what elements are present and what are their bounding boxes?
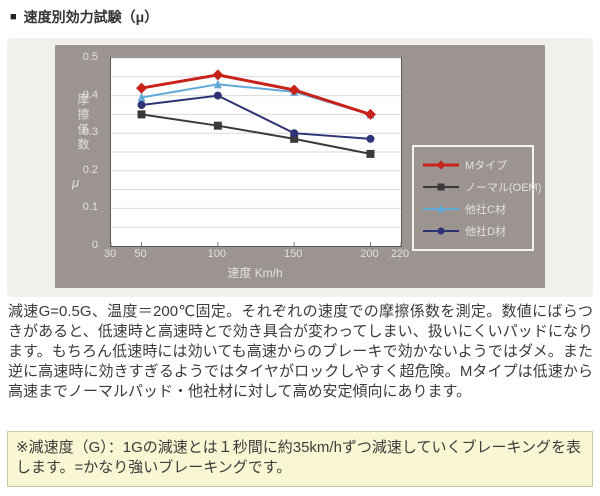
y-axis-unit: μ — [72, 175, 80, 190]
legend-item: Mタイプ — [423, 154, 523, 176]
x-axis-title: 速度 Km/h — [227, 266, 283, 280]
footnote-box: ※減速度（G）：1Gの減速とは１秒間に約35km/hずつ減速していくブレーキング… — [7, 431, 593, 487]
chart-legend: Mタイプノーマル(OEM) 他社C材他社D材 — [412, 145, 541, 251]
x-tick-label: 220 — [390, 248, 410, 260]
legend-item: 他社C材 — [423, 198, 523, 220]
x-tick-label: 30 — [103, 248, 117, 260]
y-tick-label: 0.1 — [82, 201, 98, 214]
x-axis-tick-labels: 30 50 100 150 200 220 — [104, 248, 409, 262]
description-text: 減速G=0.5G、温度＝200℃固定。それぞれの速度での摩擦係数を測定。数値にば… — [8, 303, 593, 400]
x-tick-label: 200 — [360, 248, 379, 260]
page-title-text: 速度別効力試験（μ） — [23, 9, 159, 25]
chart-section: 摩擦係数 μ 0 0.1 0.2 0.3 0.4 0.5 30 50 100 150 200 220… — [7, 38, 593, 297]
line-chart — [110, 57, 402, 246]
x-tick-label: 150 — [283, 248, 303, 260]
legend-label: Mタイプ — [465, 160, 508, 172]
x-tick-label: 100 — [207, 248, 227, 260]
y-tick-label: 0.2 — [82, 163, 98, 176]
legend-swatch-triangle-icon — [423, 204, 459, 213]
y-axis-tick-labels: 0 0.1 0.2 0.3 0.4 0.5 — [55, 51, 105, 251]
legend-label: 他社D材 — [465, 226, 506, 238]
chart-panel: 摩擦係数 μ 0 0.1 0.2 0.3 0.4 0.5 30 50 100 150 200 220… — [55, 45, 545, 288]
square-bullet-icon: ■ — [10, 11, 17, 23]
page-title: ■ 速度別効力試験（μ） — [10, 7, 158, 27]
legend-item: ノーマル(OEM) — [423, 176, 541, 198]
legend-swatch-square-icon — [423, 183, 459, 191]
legend-item: 他社D材 — [423, 220, 523, 242]
y-tick-label: 0.3 — [82, 126, 98, 139]
plot-area — [110, 57, 402, 247]
y-tick-label: 0.4 — [82, 88, 98, 101]
y-tick-label: 0.5 — [82, 51, 98, 63]
legend-label: 他社C材 — [465, 204, 506, 216]
legend-label: ノーマル(OEM) — [465, 182, 542, 194]
y-tick-label: 0 — [91, 239, 98, 251]
footnote-text: ※減速度（G）：1Gの減速とは１秒間に約35km/hずつ減速していくブレーキング… — [16, 439, 582, 476]
x-tick-label: 50 — [134, 248, 147, 260]
legend-swatch-circle-icon — [423, 227, 459, 235]
y-axis-title: 摩擦係数 — [76, 93, 90, 153]
legend-swatch-diamond-icon — [423, 160, 459, 170]
